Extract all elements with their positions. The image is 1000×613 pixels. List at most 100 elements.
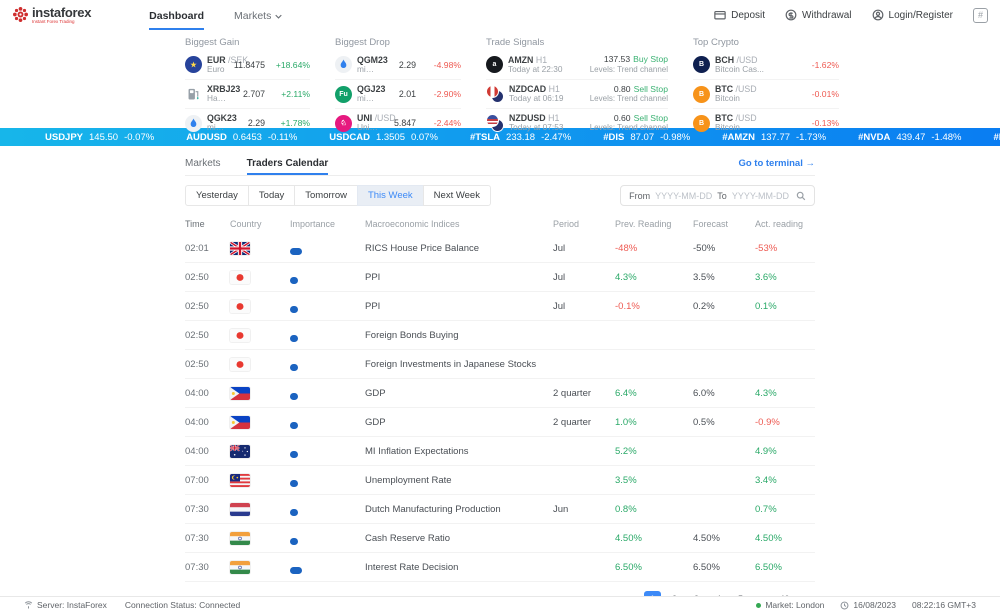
jp-flag-icon xyxy=(230,328,250,342)
quote-price: 5.847 xyxy=(393,118,416,128)
column-header: Country xyxy=(230,219,262,229)
nav-item-dashboard[interactable]: Dashboard xyxy=(149,0,204,30)
quote-list-item[interactable]: B BCH /USD Bitcoin Cas... -1.62% xyxy=(693,50,839,79)
connection-status: Connection Status: Connected xyxy=(125,600,240,610)
instaforex-logo[interactable]: instaforex Instant Forex Trading xyxy=(12,6,91,25)
from-date-input[interactable]: YYYY-MM-DD xyxy=(655,190,713,201)
biggest-gain-column: Biggest Gain ★ EUR /SEK Euro 11.8475 +18.64%… xyxy=(185,30,310,132)
ticker-item[interactable]: #AMZN 137.77 -1.73% xyxy=(722,132,826,143)
prev-reading: 4.50% xyxy=(615,532,642,544)
quote-list-item[interactable]: ★ EUR /SEK Euro 11.8475 +18.64% xyxy=(185,50,310,79)
filter-chip-this-week[interactable]: This Week xyxy=(356,185,424,206)
quote-list-item[interactable]: B BTC /USD Bitcoin -0.13% xyxy=(693,108,839,137)
ticker-item[interactable]: #TSLA 233.18 -2.47% xyxy=(470,132,571,143)
search-icon[interactable] xyxy=(796,191,806,201)
ticker-item[interactable]: USDJPY 145.50 -0.07% xyxy=(45,132,154,143)
forecast-value: 3.5% xyxy=(693,271,715,283)
tab-markets[interactable]: Markets xyxy=(185,157,221,169)
nav-item-markets[interactable]: Markets xyxy=(234,0,283,30)
ticker-item[interactable]: #NVDA 439.47 -1.48% xyxy=(858,132,961,143)
event-country xyxy=(230,270,290,284)
tab-traders-calendar[interactable]: Traders Calendar xyxy=(246,151,329,175)
bitcoin-icon: B xyxy=(693,114,710,132)
event-name: PPI xyxy=(365,271,381,283)
event-country xyxy=(230,444,290,458)
column-header: Prev. Reading xyxy=(615,219,672,229)
user-circle-icon xyxy=(872,9,883,21)
signal-price-line: 137.53 Buy Stop xyxy=(603,54,668,65)
price-ticker-bar: USDJPY 145.50 -0.07% AUDUSD 0.6453 -0.11% USDC… xyxy=(0,128,1000,146)
quote-change: -0.01% xyxy=(811,89,839,99)
ticker-price: 1.3505 xyxy=(375,131,405,143)
economic-calendar-table: Time Country Importance Macroeconomic Indic… xyxy=(185,214,815,582)
top-crypto-column: Top Crypto B BCH /USD Bitcoin Cas... -1.62%… xyxy=(693,30,839,132)
event-name: GDP xyxy=(365,416,386,428)
ticker-change: -0.11% xyxy=(267,131,298,143)
filter-chip-tomorrow[interactable]: Tomorrow xyxy=(294,185,358,206)
quote-list-item[interactable]: B BTC /USD Bitcoin -0.01% xyxy=(693,79,839,108)
nl-flag-icon xyxy=(230,502,250,516)
signal-timeframe: H1 xyxy=(533,54,548,65)
bitcoin-icon: B xyxy=(693,85,710,103)
event-country xyxy=(230,357,290,371)
signal-names: AMZN H1 Today at 22:30 xyxy=(508,55,585,75)
signal-timeframe: H1 xyxy=(545,113,560,124)
quote-change: -2.44% xyxy=(433,118,461,128)
deposit-button[interactable]: Deposit xyxy=(714,9,765,21)
au-flag-icon xyxy=(230,444,250,458)
forecast-value: -50% xyxy=(693,242,716,254)
action-label: Login/Register xyxy=(888,9,953,21)
filter-chip-next-week[interactable]: Next Week xyxy=(422,185,491,206)
signal-timeframe: H1 xyxy=(546,84,560,95)
filter-chip-today[interactable]: Today xyxy=(247,185,296,206)
prev-reading: 6.50% xyxy=(615,561,642,573)
event-country xyxy=(230,299,290,313)
quote-change: +18.64% xyxy=(275,59,310,70)
ticker-symbol: AUDUSD xyxy=(186,131,227,143)
withdrawal-button[interactable]: Withdrawal xyxy=(785,9,852,21)
apps-grid-icon[interactable]: # xyxy=(973,7,988,23)
column-header: Forecast xyxy=(693,219,729,229)
event-name: PPI xyxy=(365,300,381,312)
ticker-symbol: USDCAD xyxy=(329,131,370,143)
table-row: 02:50 PPI Jul 4.3% 3.5% 3.6% xyxy=(185,263,815,292)
brand-tagline: Instant Forex Trading xyxy=(32,18,75,24)
ticker-item[interactable]: #F11.98-0.99% xyxy=(994,132,1000,143)
event-country xyxy=(230,502,290,516)
quote-name: Bitcoin Cas... xyxy=(715,64,764,74)
login-register-button[interactable]: Login/Register xyxy=(872,9,953,21)
table-row: 04:00 GDP 2 quarter 1.0% 0.5% -0.9% xyxy=(185,408,815,437)
connection-signal-icon xyxy=(24,600,33,608)
quote-price: 2.29 xyxy=(247,118,265,128)
ticker-price: 439.47 xyxy=(896,131,926,143)
ticker-item[interactable]: #DIS 87.07 -0.98% xyxy=(603,132,690,143)
trade-signal-item[interactable]: NZDCAD H1 Today at 06:19 0.80 Sell Stop Leve… xyxy=(486,79,668,108)
quote-price: 2.707 xyxy=(242,89,265,99)
header-actions: Deposit Withdrawal Login/Register # xyxy=(714,7,988,23)
ticker-item[interactable]: USDCAD 1.3505 0.07% xyxy=(329,132,438,143)
trade-signal-item[interactable]: a AMZN H1 Today at 22:30 137.53 Buy Stop Leve… xyxy=(486,50,668,79)
event-name: Unemployment Rate xyxy=(365,474,452,486)
quote-name: Euro xyxy=(207,64,225,74)
ticker-item[interactable]: AUDUSD 0.6453 -0.11% xyxy=(186,132,297,143)
quote-change: -1.62% xyxy=(811,59,839,70)
quote-list-item[interactable]: XRBJ23Harbor Gaso...2.707+2.11% xyxy=(185,79,310,108)
status-bar: Server: InstaForex Connection Status: Co… xyxy=(0,596,1000,613)
to-date-input[interactable]: YYYY-MM-DD xyxy=(731,190,789,201)
ticker-symbol: USDJPY xyxy=(45,131,84,143)
date-range-filter[interactable]: From YYYY-MM-DD To YYYY-MM-DD xyxy=(620,185,815,206)
ticker-change: -0.07% xyxy=(124,131,155,143)
ticker-symbol: #TSLA xyxy=(469,131,501,143)
event-country xyxy=(230,560,290,574)
chevron-down-icon xyxy=(275,14,283,19)
filter-chip-yesterday[interactable]: Yesterday xyxy=(185,185,249,206)
ticker-price: 233.18 xyxy=(506,131,536,143)
column-title: Biggest Gain xyxy=(185,37,240,48)
quote-list-item[interactable]: ♘ UNI /USDUniswap5.847 -2.44% xyxy=(335,108,461,137)
go-to-terminal-link[interactable]: Go to terminal → xyxy=(738,157,815,169)
trade-signal-item[interactable]: NZDUSD H1 Today at 07:53 0.60 Sell Stop Leve… xyxy=(486,108,668,137)
gb-flag-icon xyxy=(230,241,250,255)
